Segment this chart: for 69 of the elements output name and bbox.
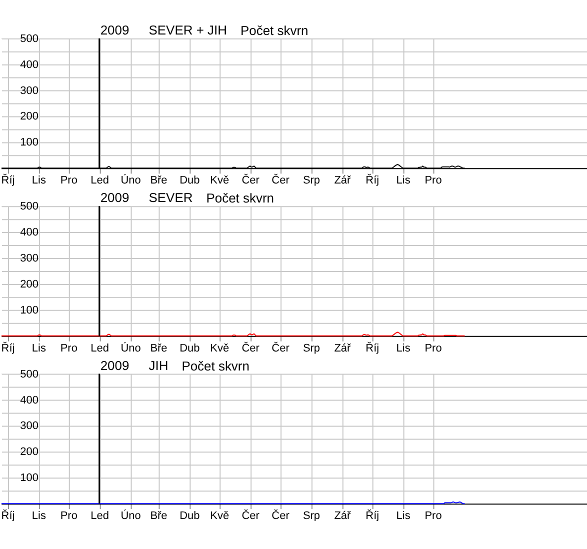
y-axis-title: Počet skvrn [240,22,308,38]
x-tick-label: Srp [302,174,320,187]
ref-line-label: 2009 [100,358,130,373]
x-tick-label: Dub [180,510,200,522]
x-tick-label: Lis [32,510,46,522]
x-tick-label: Říj [1,341,15,354]
x-tick-label: Bře [150,174,168,187]
y-tick-label: 400 [20,58,38,71]
x-tick-label: Pro [60,342,78,354]
x-tick-label: Dub [180,174,200,187]
x-tick-label: Lis [396,510,411,522]
x-tick-label: Srp [302,342,320,354]
x-tick-label: Srp [302,510,320,522]
y-tick-label: 100 [20,472,38,484]
x-tick-label: Úno [120,509,141,522]
x-tick-label: Pro [60,510,78,522]
y-tick-label: 400 [20,394,38,406]
ref-line-label: 2009 [100,190,130,206]
x-tick-label: Bře [150,342,168,354]
x-tick-label: Led [90,342,109,354]
y-tick-label: 500 [20,368,38,380]
x-tick-label: Zář [334,510,351,522]
y-tick-label: 200 [20,278,38,290]
y-tick-label: 300 [20,84,38,97]
x-tick-label: Dub [180,342,200,354]
chart-title: SEVER [148,190,193,206]
x-tick-label: Říj [366,174,380,187]
x-tick-label: Říj [1,509,15,522]
x-tick-label: Čer [242,509,260,522]
x-tick-label: Čer [272,174,290,187]
x-tick-label: Říj [366,509,380,522]
chart-title: SEVER + JIH [148,22,227,38]
x-tick-label: Zář [334,174,351,187]
y-tick-label: 300 [20,252,38,264]
x-tick-label: Kvě [210,510,230,522]
x-tick-label: Zář [334,342,351,354]
x-tick-label: Úno [120,174,141,187]
y-tick-label: 300 [20,420,38,432]
y-axis-title: Počet skvrn [206,190,274,206]
x-tick-label: Čer [242,174,260,187]
x-tick-label: Čer [242,341,260,354]
y-axis-title: Počet skvrn [182,358,250,374]
x-tick-label: Úno [120,341,141,354]
x-tick-label: Led [90,510,109,522]
y-tick-label: 200 [20,110,38,123]
x-tick-label: Kvě [210,342,230,354]
x-tick-label: Pro [424,342,442,354]
x-tick-label: Lis [396,174,411,187]
x-tick-label: Pro [424,510,442,522]
x-tick-label: Říj [1,174,15,187]
x-tick-label: Lis [32,342,46,354]
x-tick-label: Lis [396,342,411,354]
x-tick-label: Čer [272,509,290,522]
x-tick-label: Led [90,174,109,187]
x-tick-label: Říj [366,341,380,354]
x-tick-label: Kvě [210,174,230,187]
ref-line-label: 2009 [100,22,130,38]
x-tick-label: Čer [272,341,290,354]
y-tick-label: 500 [20,200,38,213]
x-tick-label: Pro [60,174,78,187]
x-tick-label: Lis [32,174,46,187]
x-tick-label: Bře [150,510,168,522]
y-tick-label: 100 [20,136,38,149]
x-tick-label: Pro [424,174,442,187]
y-tick-label: 100 [20,304,38,316]
y-tick-label: 400 [20,226,38,239]
chart-title: JIH [148,358,168,373]
y-tick-label: 500 [20,32,38,45]
y-tick-label: 200 [20,446,38,458]
